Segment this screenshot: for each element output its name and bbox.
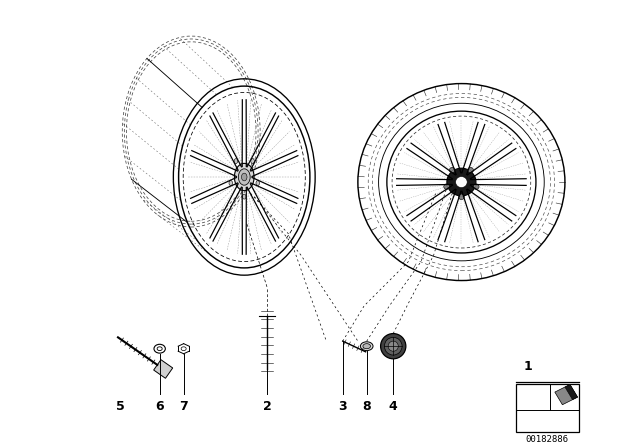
Text: 7: 7 <box>179 401 188 414</box>
Circle shape <box>385 337 402 355</box>
Ellipse shape <box>256 181 259 185</box>
Text: 3: 3 <box>339 401 347 414</box>
Ellipse shape <box>456 177 467 188</box>
Circle shape <box>381 334 406 359</box>
Text: 8: 8 <box>362 401 371 414</box>
Polygon shape <box>565 384 577 400</box>
Ellipse shape <box>251 159 254 164</box>
Ellipse shape <box>229 181 232 185</box>
Ellipse shape <box>234 159 237 164</box>
Text: 00182886: 00182886 <box>525 435 569 444</box>
Text: 4: 4 <box>389 401 397 414</box>
Circle shape <box>388 341 398 351</box>
Ellipse shape <box>241 173 247 181</box>
Polygon shape <box>154 360 173 378</box>
Ellipse shape <box>363 344 371 349</box>
Text: 5: 5 <box>116 401 125 414</box>
Ellipse shape <box>444 184 449 190</box>
Ellipse shape <box>238 169 250 185</box>
Ellipse shape <box>243 194 246 199</box>
Ellipse shape <box>473 184 479 190</box>
Ellipse shape <box>468 168 474 173</box>
Ellipse shape <box>458 194 464 199</box>
Polygon shape <box>555 384 577 405</box>
Text: 6: 6 <box>156 401 164 414</box>
Text: 1: 1 <box>524 360 532 373</box>
Ellipse shape <box>234 164 254 191</box>
Ellipse shape <box>360 342 373 351</box>
Ellipse shape <box>447 168 476 196</box>
Text: 2: 2 <box>262 401 271 414</box>
Ellipse shape <box>449 168 455 173</box>
